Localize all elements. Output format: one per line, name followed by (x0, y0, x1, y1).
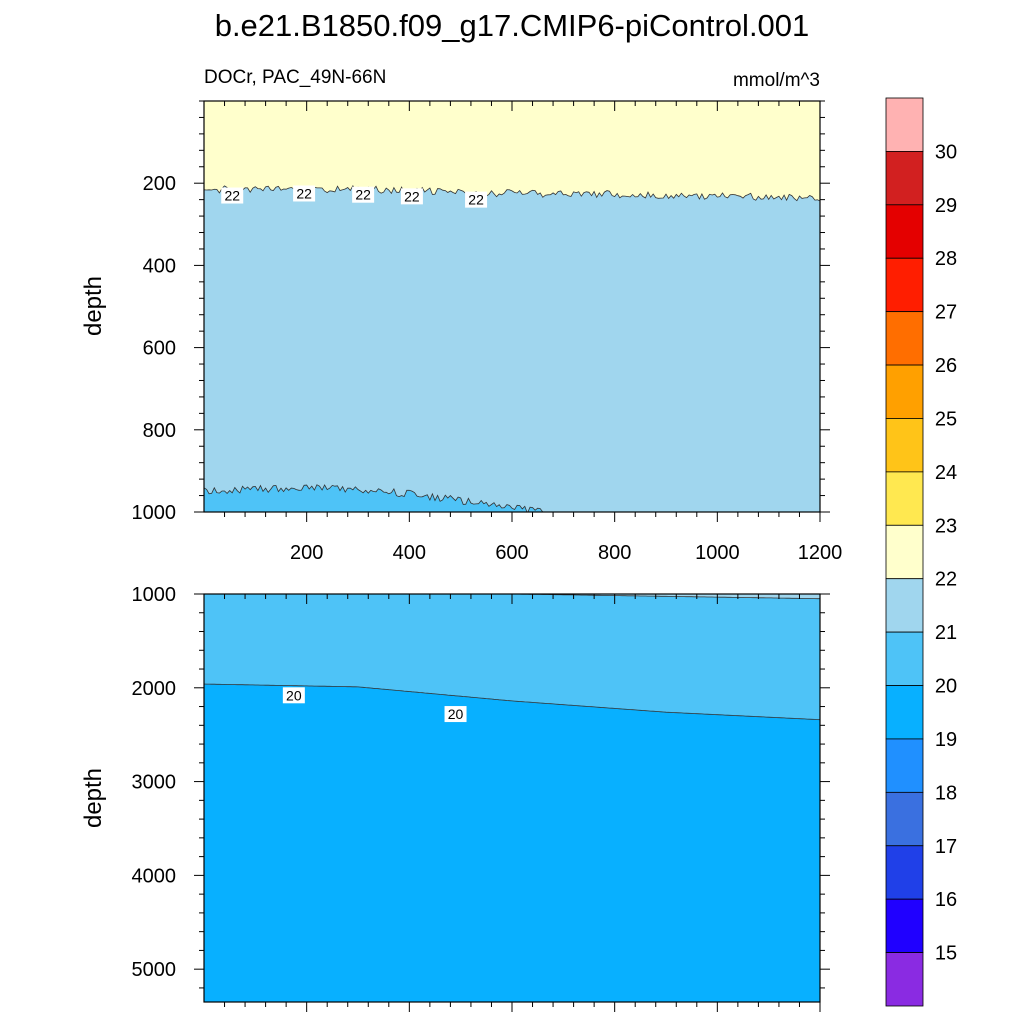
x-tick-label: 200 (290, 542, 323, 564)
x-tick-label: 1200 (798, 542, 843, 564)
contour-label-text: 22 (468, 192, 484, 208)
x-tick-label: 600 (495, 542, 528, 564)
contour-label-text: 22 (296, 185, 312, 201)
colorbar-label: 19 (935, 729, 957, 751)
contour-line (204, 683, 820, 721)
colorbar-swatch (885, 311, 924, 366)
y-tick-label: 1000 (132, 584, 177, 606)
contour-label: 22 (352, 186, 375, 203)
x-tick-label: 1000 (695, 542, 740, 564)
colorbar-swatch (885, 952, 924, 1007)
colorbar-swatch (885, 685, 924, 740)
contour-label-text: 20 (448, 706, 464, 722)
colorbar-label: 22 (935, 569, 957, 591)
contour-label-text: 20 (286, 687, 302, 703)
colorbar-label: 27 (935, 302, 957, 324)
colorbar-label: 30 (935, 141, 957, 163)
colorbar-swatch (885, 151, 924, 206)
region-fill (204, 594, 820, 599)
contour-label: 22 (221, 187, 244, 204)
y-tick-label: 600 (143, 338, 176, 360)
colorbar-swatch (885, 418, 924, 473)
colorbar-swatch (885, 578, 924, 633)
top-panel-subtitle-left: DOCr, PAC_49N-66N (204, 67, 386, 88)
colorbar-label: 25 (935, 408, 957, 430)
y-tick-label: 400 (143, 255, 176, 277)
region-fill (204, 101, 820, 512)
colorbar-swatch (885, 738, 924, 793)
colorbar-label: 21 (935, 622, 957, 644)
contour-label-text: 22 (404, 188, 420, 204)
colorbar-label: 15 (935, 943, 957, 965)
colorbar-swatch (885, 845, 924, 900)
contour-label: 22 (293, 185, 316, 202)
colorbar-label: 26 (935, 355, 957, 377)
top-panel-ylabel: depth (80, 276, 107, 336)
colorbar-label: 20 (935, 676, 957, 698)
colorbar-swatch (885, 631, 924, 686)
contour-label-text: 22 (355, 187, 371, 203)
top-panel: 22 22 22 22 22 200 400 600 800 1000 1200 200 400 600 8… (132, 100, 843, 564)
contour-label: 20 (444, 706, 467, 723)
colorbar-label: 17 (935, 836, 957, 858)
y-tick-label: 4000 (132, 865, 177, 887)
y-tick-label: 5000 (132, 959, 177, 981)
y-tick-label: 200 (143, 173, 176, 195)
colorbar-label: 23 (935, 515, 957, 537)
colorbar-label: 28 (935, 248, 957, 270)
colorbar-label: 24 (935, 462, 957, 484)
colorbar-swatch (885, 257, 924, 313)
contour-line (204, 484, 820, 512)
contour-label-text: 22 (224, 188, 240, 204)
colorbar-swatch (885, 524, 924, 580)
colorbar-swatch (885, 364, 924, 419)
contour-label: 20 (282, 687, 305, 704)
region-fill (204, 594, 820, 720)
contour-label: 22 (400, 188, 423, 205)
y-tick-label: 1000 (132, 502, 177, 524)
colorbar-label: 29 (935, 195, 957, 217)
region-fill (204, 101, 820, 201)
x-tick-label: 800 (598, 542, 631, 564)
colorbar: 15 16 17 18 19 20 21 22 23 24 25 26 27 28 29 30 (885, 97, 957, 1007)
y-tick-label: 800 (143, 420, 176, 442)
colorbar-swatch (885, 791, 924, 847)
bottom-panel: 20 20 1000 2000 3000 4000 5000 (132, 584, 830, 1012)
y-tick-label: 3000 (132, 772, 177, 794)
figure-title: b.e21.B1850.f09_g17.CMIP6-piControl.001 (215, 8, 810, 43)
bottom-panel-ylabel: depth (80, 768, 107, 828)
y-tick-label: 2000 (132, 678, 177, 700)
contour-label: 22 (465, 191, 488, 208)
colorbar-swatch (885, 471, 924, 526)
colorbar-swatch (885, 898, 924, 953)
colorbar-label: 16 (935, 889, 957, 911)
colorbar-swatch (885, 204, 924, 259)
top-panel-subtitle-right: mmol/m^3 (733, 70, 820, 91)
x-tick-label: 400 (393, 542, 426, 564)
colorbar-label: 18 (935, 782, 957, 804)
colorbar-swatch (885, 97, 924, 152)
